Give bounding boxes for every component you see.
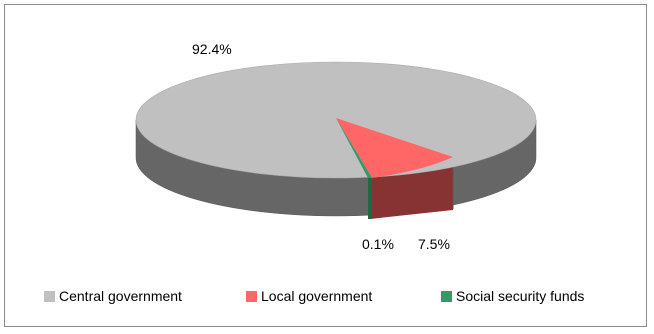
data-label-social-security-funds: 0.1% bbox=[362, 236, 394, 252]
slice-local-government bbox=[336, 118, 453, 178]
slice-side-social-security-funds bbox=[368, 178, 372, 219]
legend-label-central-government: Central government bbox=[59, 288, 182, 304]
legend-item-local-government: Local government bbox=[246, 288, 372, 304]
legend-label-local-government: Local government bbox=[261, 288, 373, 304]
legend-swatch-central-government bbox=[44, 290, 55, 302]
data-label-central-government: 92.4% bbox=[192, 41, 232, 57]
legend-item-central-government: Central government bbox=[44, 288, 182, 304]
data-label-local-government: 7.5% bbox=[418, 236, 450, 252]
legend-swatch-social-security-funds bbox=[441, 290, 452, 302]
legend-label-social-security-funds: Social security funds bbox=[456, 288, 585, 304]
slice-side-local-government bbox=[370, 157, 453, 219]
slice-central-government bbox=[135, 61, 537, 179]
legend-swatch-local-government bbox=[246, 290, 257, 302]
legend-item-social-security-funds: Social security funds bbox=[441, 288, 584, 304]
slice-social-security-funds bbox=[336, 118, 372, 178]
chart-legend: Central government Local government Soci… bbox=[0, 288, 654, 312]
